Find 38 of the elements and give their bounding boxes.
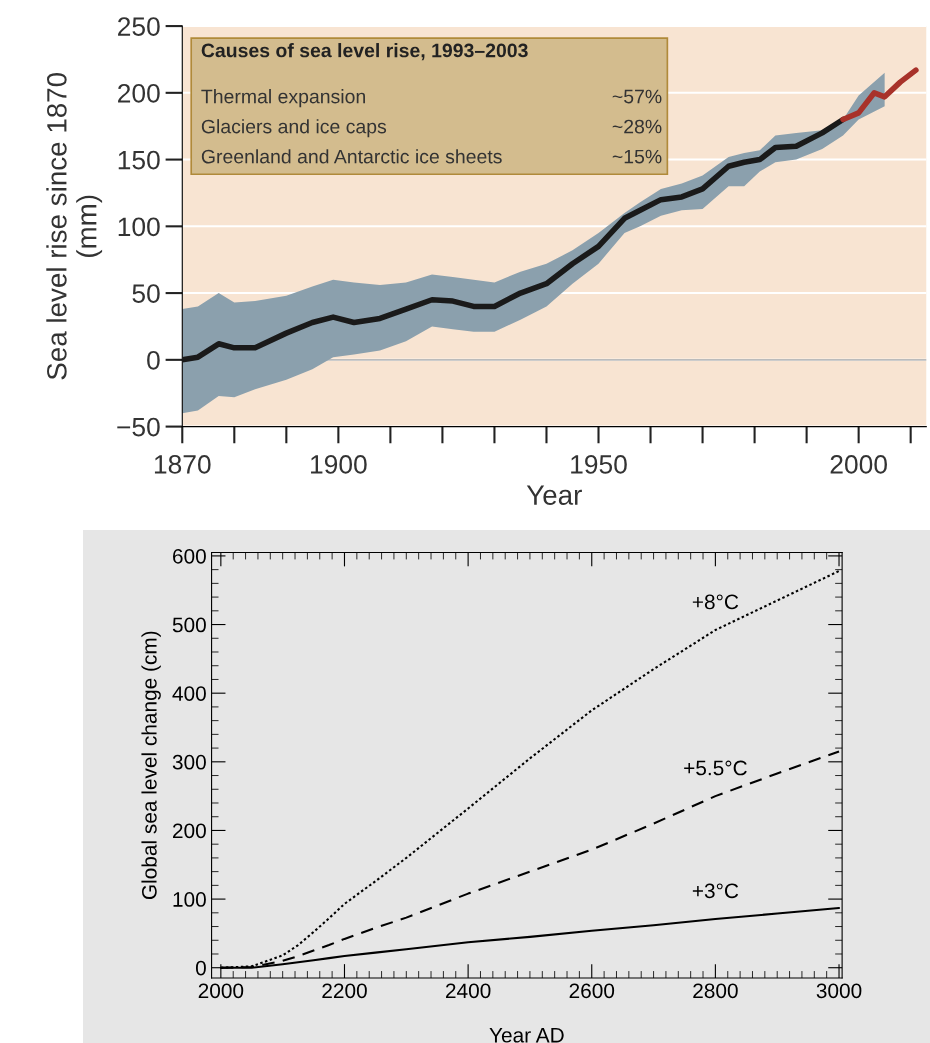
x-tick-label: 2000 [198, 983, 244, 999]
annotation: ~57% [612, 89, 662, 104]
x-tick-label: 1900 [311, 455, 367, 474]
annotation: Thermal expansion [201, 89, 365, 108]
annotation: ~15% [612, 149, 662, 164]
y-tick-label: 300 [172, 754, 206, 770]
y-tick-label: 0 [147, 350, 160, 370]
x-tick-label: 2000 [830, 455, 887, 474]
y-tick-label: 150 [118, 150, 160, 170]
y-tick-label: 100 [118, 217, 160, 237]
x-tick-label: 2800 [693, 983, 738, 999]
y-tick-label: −50 [117, 417, 160, 437]
series-label: +3°C [692, 883, 739, 899]
y-tick-label: 200 [118, 83, 160, 103]
x-axis-title: Year [526, 485, 582, 505]
y-tick-label: 500 [172, 617, 206, 633]
x-axis-title: Year AD [489, 1028, 564, 1043]
x-tick-label: 2600 [569, 983, 615, 999]
y-tick-label: 50 [132, 284, 160, 303]
x-tick-label: 2200 [322, 983, 367, 999]
y-tick-label: 200 [173, 823, 206, 839]
annotation: Causes of sea level rise, 1993–2003 [201, 43, 528, 61]
annotation: Greenland and Antarctic ice sheets [201, 149, 502, 164]
x-tick-label: 1870 [154, 455, 211, 474]
y-axis-title: Global sea level change (cm) [141, 631, 161, 900]
annotation: ~28% [612, 119, 662, 134]
x-tick-label: 2400 [446, 983, 491, 999]
x-tick-label: 3000 [816, 983, 862, 999]
x-tick-label: 1950 [571, 455, 627, 474]
y-tick-label: 600 [173, 548, 206, 564]
series-label: +8°C [692, 594, 739, 610]
y-tick-label: 100 [173, 892, 206, 907]
y-axis-title: Sea level rise since 1870 (mm) [46, 73, 103, 380]
series-label: +5.5°C [684, 760, 747, 776]
annotation: Glaciers and ice caps [201, 119, 387, 138]
y-tick-label: 0 [195, 960, 206, 976]
y-tick-label: 250 [118, 17, 160, 36]
y-tick-label: 400 [172, 686, 206, 701]
